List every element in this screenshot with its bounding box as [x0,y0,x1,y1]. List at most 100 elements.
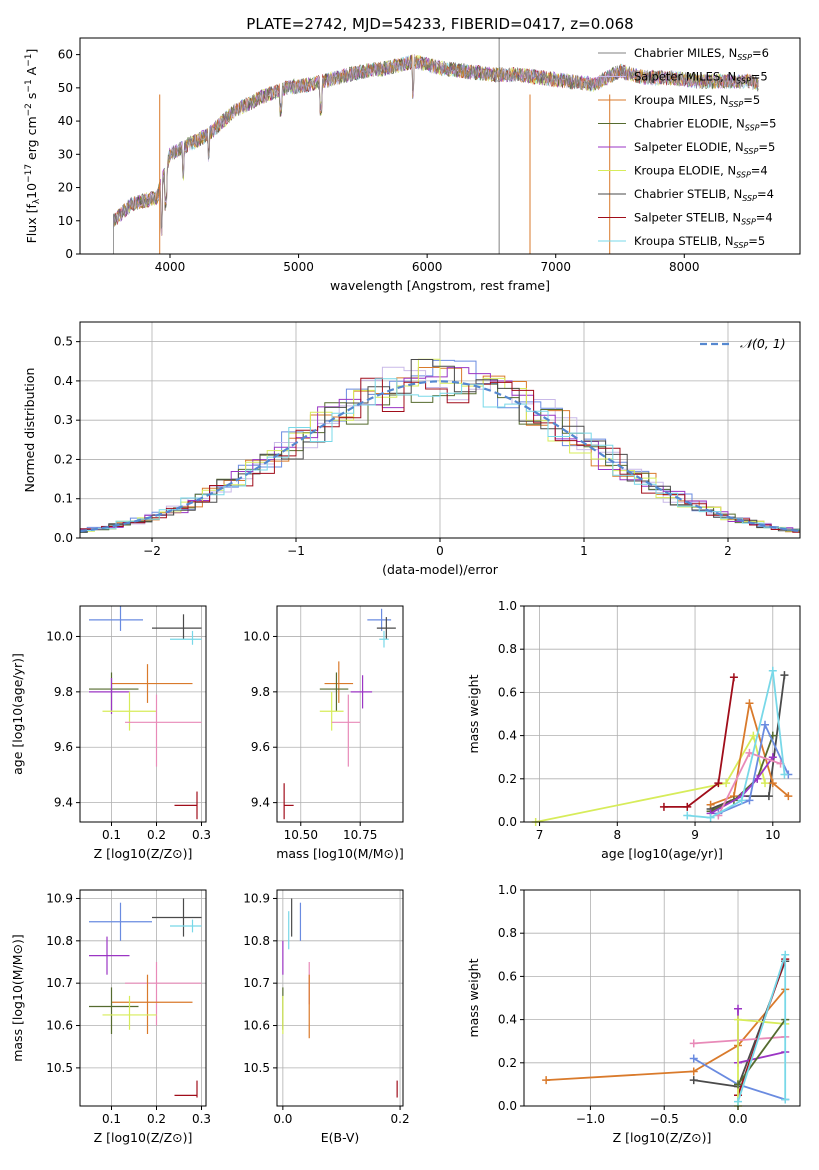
y-axis-label: mass weight [466,674,481,753]
weight-marker [689,1076,698,1085]
legend-sub: SSP [729,100,744,109]
x-tick-label: 10 [765,828,780,842]
weight-marker [768,753,777,762]
normal-curve [79,380,801,533]
weight-marker [745,748,754,757]
x-tick-label: 6000 [412,260,443,274]
axes-frame [276,889,404,1107]
legend-text: Kroupa ELODIE, N [634,164,736,178]
y-tick-label: 10.6 [46,1019,73,1033]
legend-sub: SSP [736,171,751,180]
legend-sub: SSP [736,77,751,86]
y-label-part: Flux [f [24,204,39,244]
weight-marker [734,1015,743,1024]
legend-text: =6 [752,46,769,60]
y-tick-label: 0.4 [498,1013,517,1027]
weight-series-line [663,677,735,808]
weight-marker [780,770,789,779]
axes-frame [276,605,404,823]
weight-marker [737,796,746,805]
y-tick-label: 1.0 [498,599,517,613]
axes-mass_vs_ebv [277,890,403,1106]
errorbars-mass_vs_Z [89,898,202,1098]
weight-marker [689,1039,698,1048]
y-tick-label: 9.8 [54,685,73,699]
y-tick-label: 0.4 [498,729,517,743]
x-tick-label: 1 [580,544,588,558]
x-tick-label: 0.3 [192,828,211,842]
histogram-series [80,383,800,533]
frame-mass_vs_Z: 0.1 0.2 0.3 10.5 10.6 10.7 10.8 10.9 [46,889,211,1126]
y-tick-label: 9.8 [251,685,270,699]
errorbars-age_vs_mass [283,608,396,820]
errorbars-age_vs_Z [89,606,202,820]
frame-residual_hist: −2 −1 0 1 2 0.0 0.1 0.2 0.3 0.4 0.5 [54,321,801,558]
legend-text: Chabrier MILES, N [634,46,737,60]
weight-series-line [718,721,790,815]
x-tick-label: 0.0 [273,1112,292,1126]
weight-marker [745,796,754,805]
y-tick-label: 9.6 [54,740,73,754]
weight-marker [781,1095,790,1104]
x-tick-label: 0.2 [147,828,166,842]
legend-sub: SSP [744,147,759,156]
legend-entry: Chabrier STELIB, NSSP=4 [634,187,774,203]
weight-marker [689,1067,698,1076]
y-axis-label: mass weight [466,958,481,1037]
legend-text: =5 [760,117,777,131]
x-tick-label: 8 [613,828,621,842]
histogram-steps [80,358,800,534]
y-tick-label: 0.6 [498,969,517,983]
frame-age_vs_mass: 10.50 10.75 9.4 9.6 9.8 10.0 [243,605,404,842]
weight-marker [761,779,770,788]
weight-marker [683,811,692,820]
x-axis-label: mass [log10(M/M⊙)] [276,846,404,861]
frame-mass_vs_ebv: 0.0 0.2 10.5 10.6 10.7 10.8 10.9 [243,889,410,1126]
weight-marker [761,720,770,729]
weight-lines-weight_vs_Z [542,950,790,1110]
weight-marker [764,792,773,801]
x-tick-label: 0.1 [102,828,121,842]
y-label-part: λ [32,198,42,204]
y-tick-label: 10 [58,214,73,228]
weight-marker [683,802,692,811]
y-tick-label: 0.3 [54,413,73,427]
y-tick-label: 50 [58,81,73,95]
frame-weight_vs_age: 7 8 9 10 0.0 0.2 0.4 0.6 0.8 1.0 [498,599,801,842]
x-tick-label: 10.75 [343,828,377,842]
x-tick-label: 5000 [283,260,314,274]
x-axis-label: E(B-V) [321,1130,360,1145]
legend-text: =5 [751,70,768,84]
y-tick-label: 0.0 [498,1099,517,1113]
x-tick-label: −1 [287,544,305,558]
axes-mass_vs_Z [80,890,206,1106]
x-tick-label: 9 [691,828,699,842]
weight-marker [734,1004,743,1013]
weight-marker [781,950,790,959]
y-label-part: −2 [24,103,34,116]
x-tick-label: −0.5 [650,1112,679,1126]
legend-sub: SSP [741,218,756,227]
legend-text: Kroupa MILES, N [634,93,729,107]
frame-spectrum: 4000 5000 6000 7000 8000 0 10 20 30 40 50 60 [58,37,801,274]
y-tick-label: 10.0 [243,629,270,643]
weight-marker [784,792,793,801]
y-tick-label: 1.0 [498,883,517,897]
weight-marker [729,673,738,682]
weight-marker [780,671,789,680]
y-tick-label: 10.5 [46,1061,73,1075]
y-label-part: s [24,93,39,104]
y-tick-label: 20 [58,181,73,195]
x-axis-label: Z [log10(Z/Z⊙)] [613,1130,712,1145]
y-tick-label: 9.4 [251,796,270,810]
x-tick-label: 0.2 [147,1112,166,1126]
figure-title: PLATE=2742, MJD=54233, FIBERID=0417, z=0… [246,15,633,33]
legend-text: =5 [758,140,775,154]
axes-frame [79,605,207,823]
axes-age_vs_Z [80,606,206,822]
y-tick-label: 0 [65,247,73,261]
weight-marker [734,1097,743,1106]
legend-text: Kroupa STELIB, N [634,234,734,248]
